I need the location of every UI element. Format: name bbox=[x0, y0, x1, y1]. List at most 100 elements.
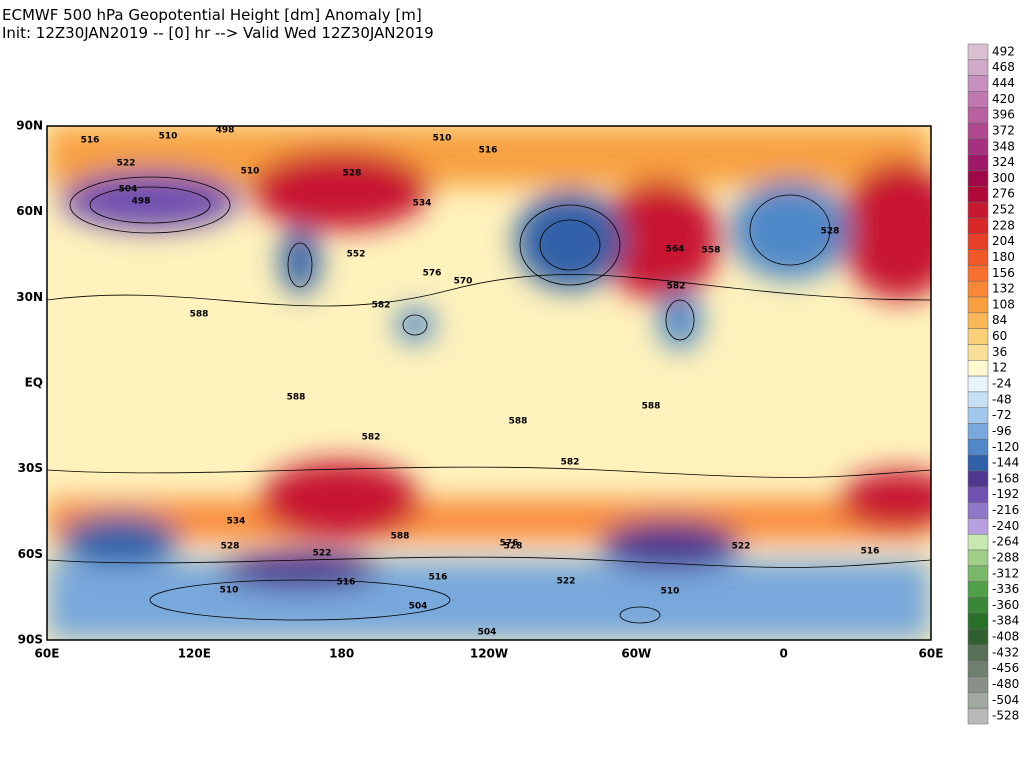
colorbar-box bbox=[967, 280, 989, 298]
colorbar-label: 444 bbox=[992, 76, 1015, 90]
colorbar-box bbox=[967, 75, 989, 92]
colorbar-label: 348 bbox=[992, 139, 1015, 153]
contour-label: 582 bbox=[362, 433, 381, 443]
colorbar-box bbox=[967, 660, 989, 677]
map bbox=[47, 126, 931, 640]
contour-label: 582 bbox=[667, 282, 686, 292]
colorbar-box bbox=[967, 107, 989, 124]
colorbar-label: -168 bbox=[992, 471, 1019, 485]
contour-label: 582 bbox=[372, 301, 391, 311]
contour-label: 516 bbox=[479, 146, 498, 156]
lat-label: 60S bbox=[18, 547, 43, 561]
colorbar-label: -96 bbox=[992, 424, 1012, 438]
colorbar-box bbox=[967, 249, 989, 266]
colorbar-box bbox=[967, 233, 989, 250]
contour-label: 498 bbox=[132, 197, 151, 207]
contour-label: 516 bbox=[337, 578, 356, 588]
contour-label: 516 bbox=[81, 136, 100, 146]
colorbar-label: 36 bbox=[992, 345, 1007, 359]
colorbar-label: -192 bbox=[992, 487, 1019, 501]
lat-label: 30N bbox=[16, 290, 43, 304]
colorbar-label: -24 bbox=[992, 377, 1012, 391]
contour-label: 588 bbox=[287, 393, 306, 403]
colorbar-label: 420 bbox=[992, 92, 1015, 106]
colorbar-box bbox=[967, 454, 989, 472]
lat-label: EQ bbox=[25, 376, 43, 390]
colorbar-box bbox=[967, 122, 989, 140]
colorbar-label: 84 bbox=[992, 313, 1007, 327]
colorbar-box bbox=[967, 186, 989, 203]
contour-label: 528 bbox=[821, 227, 840, 237]
colorbar-label: 300 bbox=[992, 171, 1015, 185]
colorbar-box bbox=[967, 470, 989, 488]
colorbar-box bbox=[967, 423, 989, 440]
colorbar-label: -336 bbox=[992, 582, 1019, 596]
title: ECMWF 500 hPa Geopotential Height [dm] A… bbox=[2, 6, 422, 24]
colorbar-box bbox=[967, 628, 989, 646]
colorbar-label: 132 bbox=[992, 282, 1015, 296]
lon-label: 60W bbox=[621, 647, 651, 661]
colorbar-box bbox=[967, 692, 989, 709]
contour-label: 564 bbox=[666, 245, 685, 255]
contour-label: 534 bbox=[227, 517, 246, 527]
contour-label: 588 bbox=[509, 417, 528, 427]
contour-label: 522 bbox=[313, 549, 332, 559]
colorbar-label: -504 bbox=[992, 693, 1019, 707]
colorbar-box bbox=[967, 707, 989, 725]
colorbar-box bbox=[967, 533, 989, 551]
colorbar-label: -384 bbox=[992, 614, 1019, 628]
contour-label: 558 bbox=[702, 246, 721, 256]
colorbar-label: -288 bbox=[992, 550, 1019, 564]
colorbar-label: 252 bbox=[992, 203, 1015, 217]
colorbar-label: 156 bbox=[992, 266, 1015, 280]
contour-label: 510 bbox=[220, 586, 239, 596]
colorbar-box bbox=[967, 170, 989, 187]
colorbar-label: -480 bbox=[992, 677, 1019, 691]
contour-label: 528 bbox=[221, 542, 240, 552]
colorbar-box bbox=[967, 154, 989, 171]
colorbar-box bbox=[967, 597, 989, 614]
colorbar-box bbox=[967, 43, 989, 61]
colorbar-label: 180 bbox=[992, 250, 1015, 264]
colorbar-box bbox=[967, 328, 989, 345]
lon-label: 120E bbox=[178, 647, 211, 661]
colorbar-box bbox=[967, 138, 989, 155]
lon-label: 120W bbox=[470, 647, 508, 661]
colorbar-label: -264 bbox=[992, 535, 1019, 549]
contour-label: 504 bbox=[478, 628, 497, 638]
colorbar-box bbox=[967, 265, 989, 282]
contour-label: 588 bbox=[391, 532, 410, 542]
contour-label: 516 bbox=[861, 547, 880, 557]
colorbar-label: -216 bbox=[992, 503, 1019, 517]
contour-label: 570 bbox=[454, 277, 473, 287]
contour-label: 504 bbox=[119, 185, 138, 195]
colorbar-label: 396 bbox=[992, 108, 1015, 122]
colorbar-box bbox=[967, 217, 989, 235]
contour-label: 588 bbox=[190, 310, 209, 320]
contour-label: 576 bbox=[500, 539, 519, 549]
colorbar-box bbox=[967, 391, 989, 408]
colorbar-label: 324 bbox=[992, 155, 1015, 169]
contour-label: 534 bbox=[413, 199, 432, 209]
colorbar-label: 108 bbox=[992, 297, 1015, 311]
colorbar-box bbox=[967, 565, 989, 582]
contour-label: 528 bbox=[504, 542, 523, 552]
colorbar-box bbox=[967, 549, 989, 567]
lat-label: 30S bbox=[18, 461, 43, 475]
colorbar-label: -360 bbox=[992, 598, 1019, 612]
colorbar-label: 12 bbox=[992, 361, 1007, 375]
contour-label: 528 bbox=[343, 169, 362, 179]
contour-label: 510 bbox=[433, 134, 452, 144]
lat-label: 60N bbox=[16, 204, 43, 218]
contour-label: 504 bbox=[409, 602, 428, 612]
colorbar-label: 468 bbox=[992, 60, 1015, 74]
lat-label: 90S bbox=[18, 633, 43, 647]
colorbar-label: -456 bbox=[992, 661, 1019, 675]
colorbar-label: 60 bbox=[992, 329, 1007, 343]
contour-label: 582 bbox=[561, 458, 580, 468]
colorbar-label: -528 bbox=[992, 709, 1019, 723]
contour-label: 522 bbox=[557, 577, 576, 587]
contour-label: 522 bbox=[117, 159, 136, 169]
colorbar-label: -120 bbox=[992, 440, 1019, 454]
